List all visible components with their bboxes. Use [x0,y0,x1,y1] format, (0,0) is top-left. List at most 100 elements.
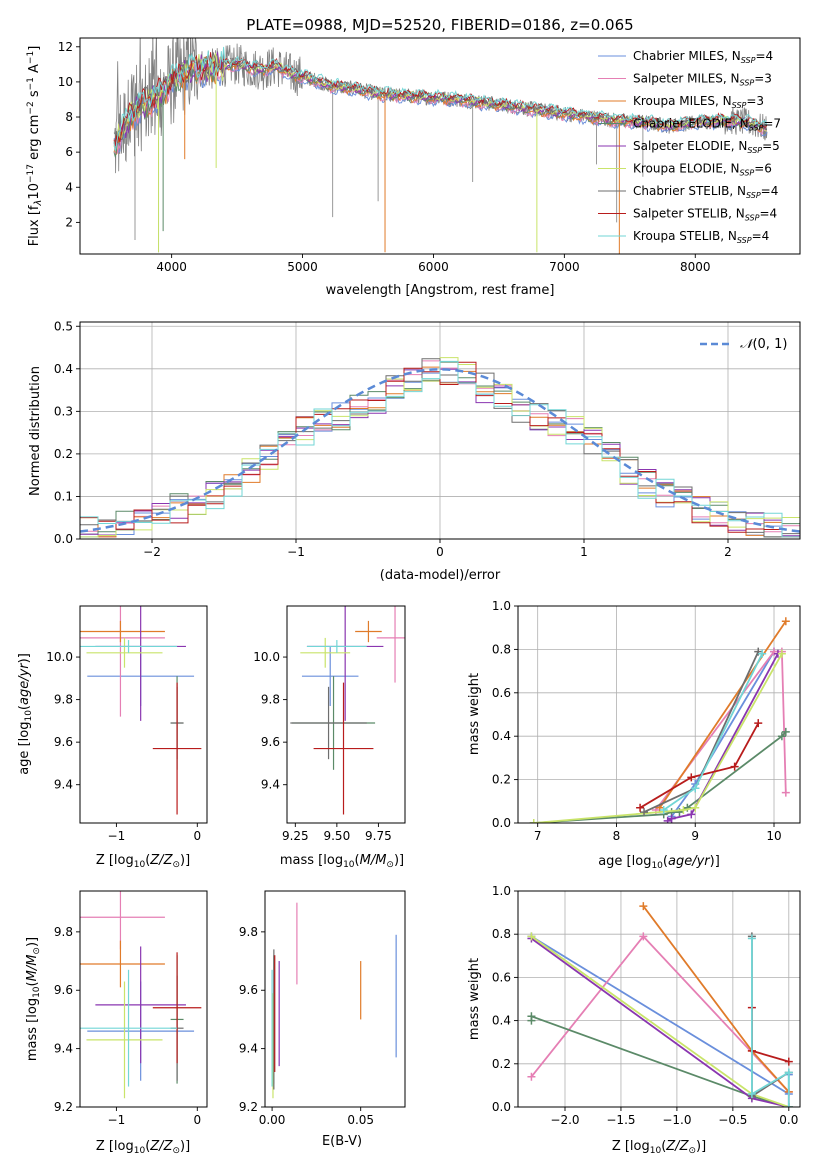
spectrum-ylabel: Flux [fλ10−17 erg cm−2 s−1 A−1] [26,46,44,247]
spectrum-plot: 4000 5000 6000 7000 8000 2 4 6 8 10 12 [58,37,801,274]
y-tick-label: 9.6 [261,735,280,749]
y-tick-label: 9.6 [54,983,73,997]
y-tick-label: 0.0 [54,532,73,546]
x-tick-label: 9.50 [323,829,350,843]
plot-area [529,617,790,823]
weight-marker-9 [784,1103,793,1107]
y-tick-label: 0.2 [54,447,73,461]
y-tick-label: 1.0 [492,599,511,613]
weight-line-8 [639,722,760,809]
y-tick-label: 10.0 [253,650,280,664]
weight-line-9 [751,938,790,1107]
y-tick-label: 0.1 [54,489,73,503]
weight-marker-3 [781,617,790,626]
y-tick-label: 6 [65,145,73,159]
weight-marker-8 [784,1057,793,1066]
y-tick-label: 0.8 [492,927,511,941]
x-tick-label: 6000 [418,260,449,274]
y-tick-label: 0.4 [492,729,511,743]
y-tick-label: 10.0 [46,650,73,664]
plot-area [80,606,202,815]
x-tick-label: 7 [534,829,542,843]
model-spectrum-7 [113,52,768,144]
y-tick-label: 2 [65,215,73,229]
plot-area [527,902,793,1107]
weight-vs-age-xlabel: age [log10(age/yr)] [598,854,720,871]
weight-line-6 [533,653,783,823]
x-tick-label: 4000 [156,260,187,274]
y-tick-label: 0.4 [492,1014,511,1028]
x-tick-label: 7000 [549,260,580,274]
y-tick-label: 9.6 [239,983,258,997]
x-tick-label: −1 [287,545,305,559]
weight-line-5 [667,653,779,822]
axes-frame [286,605,406,824]
y-tick-label: 9.8 [261,693,280,707]
mass-vs-ebv-plot: 0.00 0.05 9.2 9.4 9.6 9.8 [239,890,406,1127]
weight-marker-6 [527,932,536,941]
weight-marker-9 [659,805,668,814]
plot-area [113,38,768,254]
weight-marker-7 [640,808,649,817]
axes-frame [517,890,801,1108]
axes-frame [517,605,801,824]
y-tick-label: 0.0 [492,1100,511,1114]
legend-entry-9: Kroupa STELIB, NSSP=4 [633,229,769,245]
weight-marker-9 [784,1068,793,1077]
residuals-legend: 𝒩(0, 1) [700,337,787,352]
weight-marker-8 [687,773,696,782]
y-tick-label: 0.4 [54,362,73,376]
legend-entry-2: Salpeter MILES, NSSP=3 [633,72,772,88]
weight-marker-8 [730,762,739,771]
spectrum-xlabel: wavelength [Angstrom, rest frame] [326,283,555,298]
y-tick-label: 4 [65,180,73,194]
y-tick-label: 0.8 [492,642,511,656]
x-tick-label: 10 [766,829,781,843]
weight-marker-5 [687,810,696,819]
residuals-ylabel: Normed distribution [28,366,43,496]
legend-entry-3: Kroupa MILES, NSSP=3 [633,94,764,110]
residuals-panel: −2 −1 0 1 2 0.0 0.1 0.2 0.3 0.4 0.5 (data-model)/e… [28,319,801,583]
spectrum-legend: Chabrier MILES, NSSP=4 Salpeter MILES, NS… [598,49,781,245]
weight-marker-2 [527,1072,536,1081]
weight-marker-6 [529,819,538,823]
residuals-xlabel: (data-model)/error [380,568,501,583]
weight-line-6 [530,935,790,1107]
x-tick-label: 0 [436,545,444,559]
weight-marker-4 [781,727,790,736]
x-tick-label: −2 [143,545,161,559]
y-tick-label: 9.6 [54,735,73,749]
weight-marker-4 [777,732,786,741]
y-tick-label: 0.2 [492,773,511,787]
weight-marker-6 [691,803,700,812]
axes-frame [79,605,208,824]
normal-legend-label: 𝒩(0, 1) [740,337,787,352]
y-tick-label: 0.6 [492,686,511,700]
y-tick-label: 0.6 [492,970,511,984]
spectrum-title: PLATE=0988, MJD=52520, FIBERID=0186, z=0… [246,16,633,34]
spectrum-panel: PLATE=0988, MJD=52520, FIBERID=0186, z=0… [26,16,801,298]
x-tick-label: 5000 [287,260,318,274]
x-tick-label: 0 [193,1113,201,1127]
x-tick-label: 8000 [680,260,711,274]
x-tick-label: −1 [108,829,126,843]
weight-marker-9 [747,934,756,943]
plot-area [271,902,397,1099]
weight-vs-age-panel: 7 8 9 10 0.0 0.2 0.4 0.6 0.8 1.0 age [log10(age/y… [467,599,801,871]
y-tick-label: 9.4 [261,778,280,792]
plot-area [290,606,405,815]
axes-frame [79,890,208,1108]
x-tick-label: 0.05 [347,1113,374,1127]
weight-marker-8 [636,803,645,812]
age-vs-mass-panel: 9.25 9.50 9.75 9.4 9.6 9.8 10.0 mass [log10(M/… [253,605,406,870]
age-vs-mass-plot: 9.25 9.50 9.75 9.4 9.6 9.8 10.0 [253,605,406,843]
weight-marker-5 [667,814,676,823]
legend-entry-5: Salpeter ELODIE, NSSP=5 [633,139,780,155]
weight-line-3 [659,620,787,809]
y-tick-label: 9.2 [239,1100,258,1114]
y-tick-label: 9.4 [54,1042,73,1056]
x-tick-label: 8 [613,829,621,843]
x-tick-label: −0.5 [718,1113,747,1127]
legend-entry-8: Salpeter STELIB, NSSP=4 [633,207,777,223]
